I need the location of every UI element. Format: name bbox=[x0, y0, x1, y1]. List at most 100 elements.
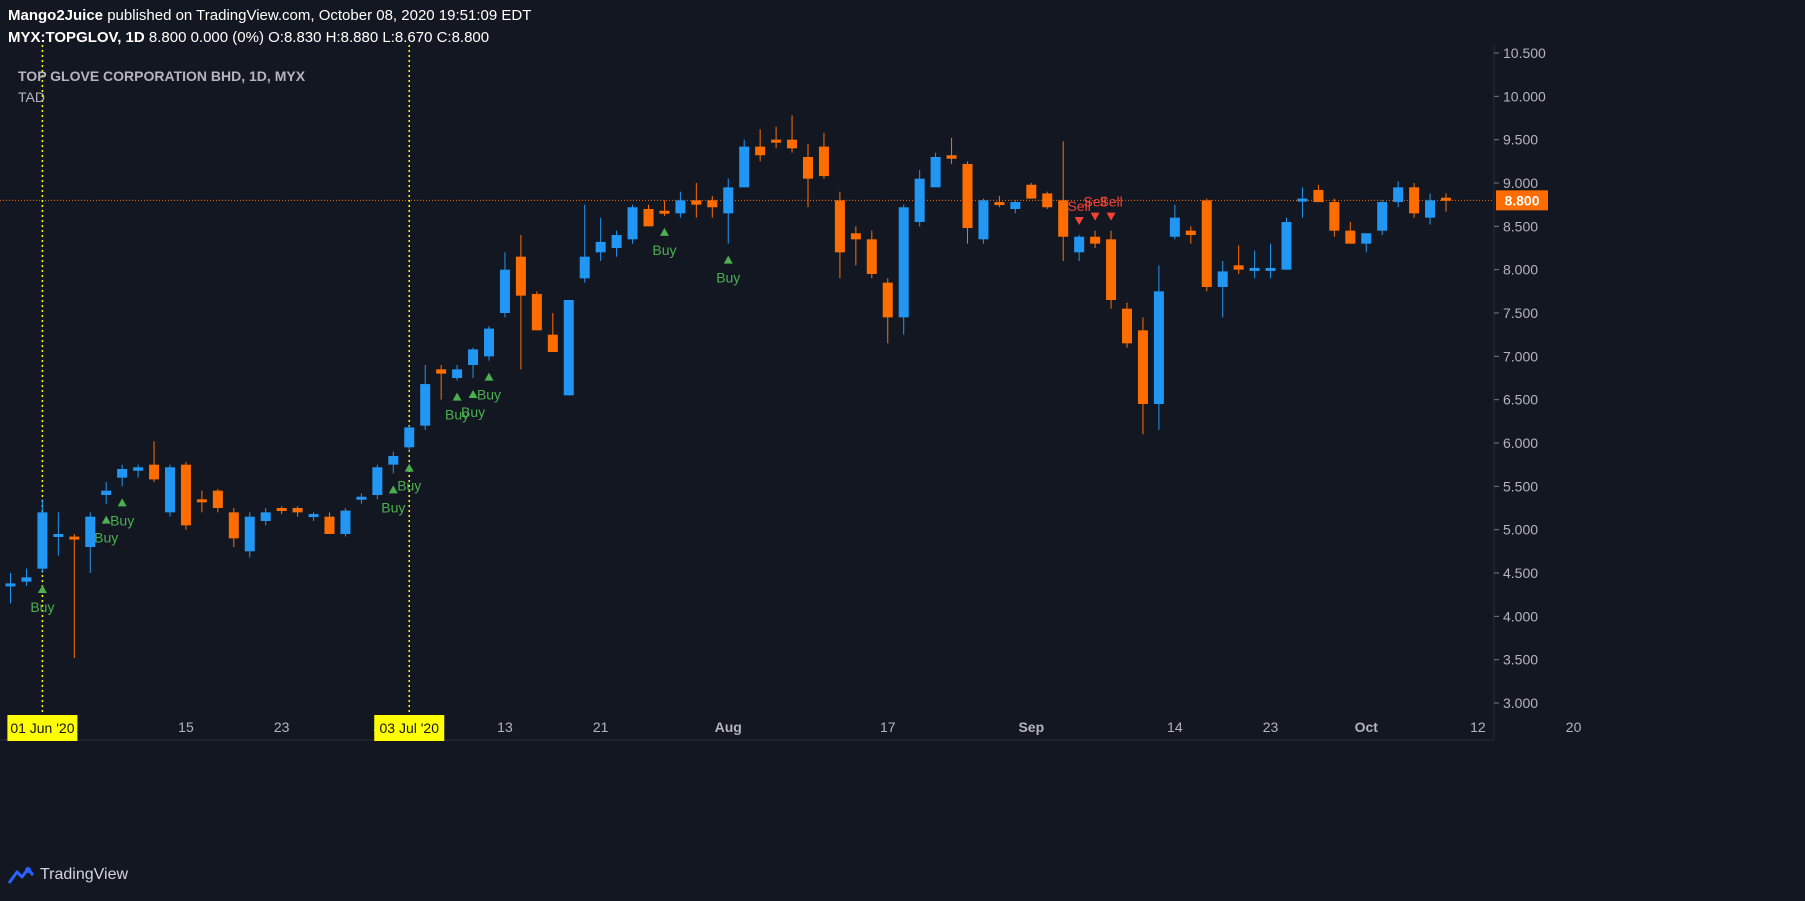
candle bbox=[1377, 200, 1388, 235]
candle-body bbox=[898, 207, 909, 318]
candle-body bbox=[1137, 330, 1148, 404]
candle bbox=[133, 464, 144, 478]
candle bbox=[5, 573, 16, 604]
candle bbox=[771, 126, 782, 149]
price-tick-label: 10.000 bbox=[1503, 88, 1546, 104]
candle bbox=[866, 230, 877, 279]
candle-body bbox=[196, 499, 207, 503]
candle bbox=[914, 170, 925, 227]
candle-body bbox=[1425, 200, 1436, 218]
indicator-label[interactable]: TAD bbox=[18, 89, 45, 105]
buy-signal-label: Buy bbox=[30, 599, 54, 615]
candle-body bbox=[930, 157, 941, 188]
candle-body bbox=[1074, 236, 1085, 253]
candle bbox=[21, 568, 32, 586]
candle-body bbox=[914, 178, 925, 222]
candle bbox=[69, 534, 80, 658]
candle bbox=[356, 493, 367, 504]
price-tick-label: 7.500 bbox=[1503, 305, 1538, 321]
buy-signal-icon bbox=[117, 498, 127, 507]
candle-body bbox=[165, 467, 175, 513]
candle-body bbox=[308, 514, 319, 518]
candle bbox=[1153, 265, 1164, 430]
time-tick-label: 23 bbox=[274, 719, 290, 735]
publish-text: published on TradingView.com, October 08… bbox=[107, 7, 532, 24]
date-marker-label: 03 Jul '20 bbox=[380, 720, 440, 736]
candle-body bbox=[499, 269, 510, 313]
candle-body bbox=[53, 534, 64, 537]
candle-body bbox=[547, 334, 558, 352]
quote-line: MYX:TOPGLOV, 1D 8.800 0.000 (0%) O:8.830… bbox=[8, 29, 489, 46]
candle-body bbox=[882, 282, 893, 318]
candle bbox=[53, 512, 64, 556]
candle bbox=[101, 482, 112, 504]
candle-body bbox=[244, 516, 255, 552]
price-tick-label: 5.000 bbox=[1503, 522, 1538, 538]
candle-body bbox=[1169, 217, 1180, 237]
candle-body bbox=[260, 512, 271, 521]
candle-body bbox=[1329, 202, 1340, 231]
candle-body bbox=[1281, 222, 1292, 270]
sell-signal-label: Sell bbox=[1067, 198, 1090, 214]
candle bbox=[579, 204, 590, 283]
last-price-badge bbox=[1496, 190, 1548, 211]
tradingview-brand: TradingView bbox=[40, 866, 129, 883]
buy-signal-icon bbox=[723, 255, 733, 264]
candle bbox=[85, 512, 96, 573]
sell-signal-icon bbox=[1090, 212, 1100, 221]
candle-body bbox=[1201, 200, 1212, 287]
time-tick-label: 15 bbox=[178, 719, 194, 735]
tradingview-footer[interactable]: TradingView bbox=[8, 866, 128, 884]
candle-body bbox=[723, 187, 734, 214]
candle-body bbox=[818, 146, 829, 177]
candle bbox=[196, 490, 207, 513]
candle-body bbox=[356, 496, 367, 500]
candle bbox=[1010, 200, 1021, 214]
candle-body bbox=[675, 200, 686, 214]
candle bbox=[1074, 235, 1085, 261]
candle-body bbox=[292, 508, 303, 513]
candle bbox=[1393, 181, 1404, 208]
candle-body bbox=[1361, 233, 1372, 244]
price-tick-label: 4.500 bbox=[1503, 565, 1538, 581]
candle bbox=[276, 506, 287, 515]
candle bbox=[627, 204, 638, 244]
candle-body bbox=[1409, 187, 1420, 214]
candle-body bbox=[1217, 271, 1228, 287]
sell-signal-label: Sell bbox=[1083, 194, 1106, 210]
price-tick-label: 8.000 bbox=[1503, 262, 1538, 278]
buy-signal-label: Buy bbox=[445, 407, 469, 423]
candle-body bbox=[1185, 230, 1196, 235]
candle-body bbox=[1106, 239, 1117, 300]
candle-body bbox=[659, 210, 670, 214]
candle-body bbox=[803, 157, 813, 179]
candle bbox=[834, 191, 845, 279]
candle-body bbox=[1122, 308, 1132, 344]
candle-body bbox=[707, 200, 718, 208]
candle-body bbox=[850, 233, 861, 240]
candle-body bbox=[212, 490, 223, 508]
candle-body bbox=[1010, 202, 1021, 209]
price-tick-label: 5.500 bbox=[1503, 478, 1538, 494]
candle bbox=[723, 178, 734, 244]
candle-body bbox=[771, 139, 782, 143]
candle bbox=[1106, 230, 1117, 309]
candle bbox=[165, 464, 175, 517]
candle-body bbox=[1090, 236, 1101, 244]
candle-body bbox=[579, 256, 590, 279]
candle-body bbox=[1265, 267, 1276, 271]
candle bbox=[420, 365, 431, 430]
candle bbox=[563, 300, 574, 396]
ohlc-values: 8.800 0.000 (0%) O:8.830 H:8.880 L:8.670… bbox=[148, 29, 490, 46]
candle bbox=[547, 313, 558, 352]
candle-body bbox=[531, 293, 542, 331]
date-marker-label: 01 Jun '20 bbox=[10, 720, 74, 736]
time-tick-label: Sep bbox=[1018, 719, 1044, 735]
time-tick-label: 20 bbox=[1566, 719, 1582, 735]
candle bbox=[882, 278, 893, 344]
buy-signal-label: Buy bbox=[94, 530, 118, 546]
candle-body bbox=[611, 235, 622, 248]
time-tick-label: 23 bbox=[1263, 719, 1279, 735]
time-tick-label: 14 bbox=[1167, 719, 1183, 735]
